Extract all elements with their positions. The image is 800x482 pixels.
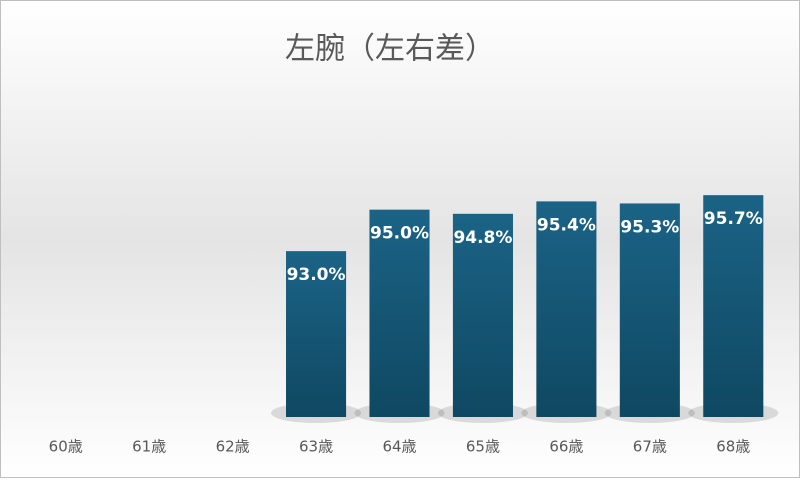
x-tick-label: 64歳 bbox=[382, 438, 416, 456]
data-label: 95.7% bbox=[704, 209, 763, 229]
data-label: 93.0% bbox=[287, 265, 346, 285]
bar bbox=[619, 203, 680, 417]
bar bbox=[286, 251, 347, 417]
x-tick-label: 66歳 bbox=[549, 438, 583, 456]
x-tick-label: 61歳 bbox=[132, 438, 166, 456]
data-label: 95.4% bbox=[537, 215, 596, 235]
x-tick-label: 65歳 bbox=[466, 438, 500, 456]
data-label: 94.8% bbox=[453, 228, 512, 248]
bar bbox=[369, 209, 430, 417]
data-label: 95.3% bbox=[620, 217, 679, 237]
data-label: 95.0% bbox=[370, 224, 429, 244]
x-tick-label: 67歳 bbox=[633, 438, 667, 456]
x-tick-label: 60歳 bbox=[49, 438, 83, 456]
x-tick-label: 63歳 bbox=[299, 438, 333, 456]
bar bbox=[536, 201, 597, 417]
x-tick-label: 62歳 bbox=[216, 438, 250, 456]
bar bbox=[452, 213, 513, 417]
bar bbox=[703, 195, 764, 417]
chart-title: 左腕（左右差） bbox=[285, 32, 495, 67]
x-tick-label: 68歳 bbox=[716, 438, 750, 456]
